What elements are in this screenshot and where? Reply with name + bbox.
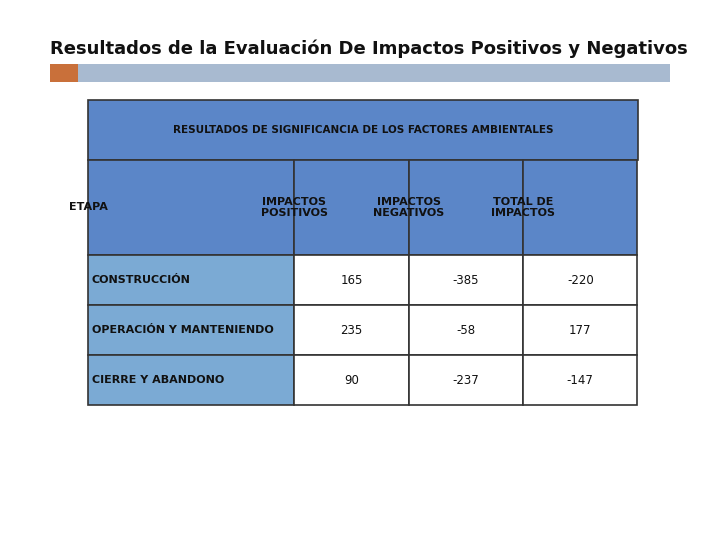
Bar	[294, 305, 409, 355]
Bar	[294, 355, 409, 405]
Bar	[294, 160, 409, 255]
Text: -220: -220	[567, 273, 593, 287]
Text: ETAPA: ETAPA	[68, 202, 107, 213]
Bar	[88, 305, 294, 355]
Bar	[409, 305, 523, 355]
Text: -237: -237	[452, 374, 480, 387]
Bar	[88, 100, 638, 160]
Text: 165: 165	[341, 273, 363, 287]
Text: CIERRE Y ABANDONO: CIERRE Y ABANDONO	[92, 375, 224, 385]
Text: 90: 90	[344, 374, 359, 387]
Bar	[523, 305, 637, 355]
Bar	[523, 255, 637, 305]
Bar	[78, 64, 670, 82]
Bar	[523, 355, 637, 405]
Bar	[409, 255, 523, 305]
Bar	[409, 355, 523, 405]
Bar	[409, 160, 523, 255]
Bar	[88, 255, 294, 305]
Text: Resultados de la Evaluación De Impactos Positivos y Negativos: Resultados de la Evaluación De Impactos …	[50, 40, 688, 58]
Bar	[50, 64, 78, 82]
Text: -385: -385	[453, 273, 479, 287]
Text: 235: 235	[341, 323, 363, 336]
Bar	[88, 355, 294, 405]
Bar	[294, 255, 409, 305]
Text: OPERACIÓN Y MANTENIENDO: OPERACIÓN Y MANTENIENDO	[92, 325, 274, 335]
Text: IMPACTOS
POSITIVOS: IMPACTOS POSITIVOS	[261, 197, 328, 218]
Text: RESULTADOS DE SIGNIFICANCIA DE LOS FACTORES AMBIENTALES: RESULTADOS DE SIGNIFICANCIA DE LOS FACTO…	[173, 125, 553, 135]
Text: 177: 177	[569, 323, 592, 336]
Bar	[88, 160, 294, 255]
Bar	[523, 160, 637, 255]
Text: -58: -58	[456, 323, 475, 336]
Text: TOTAL DE
IMPACTOS: TOTAL DE IMPACTOS	[491, 197, 555, 218]
Text: IMPACTOS
NEGATIVOS: IMPACTOS NEGATIVOS	[373, 197, 444, 218]
Text: CONSTRUCCIÓN: CONSTRUCCIÓN	[92, 275, 191, 285]
Text: -147: -147	[567, 374, 594, 387]
